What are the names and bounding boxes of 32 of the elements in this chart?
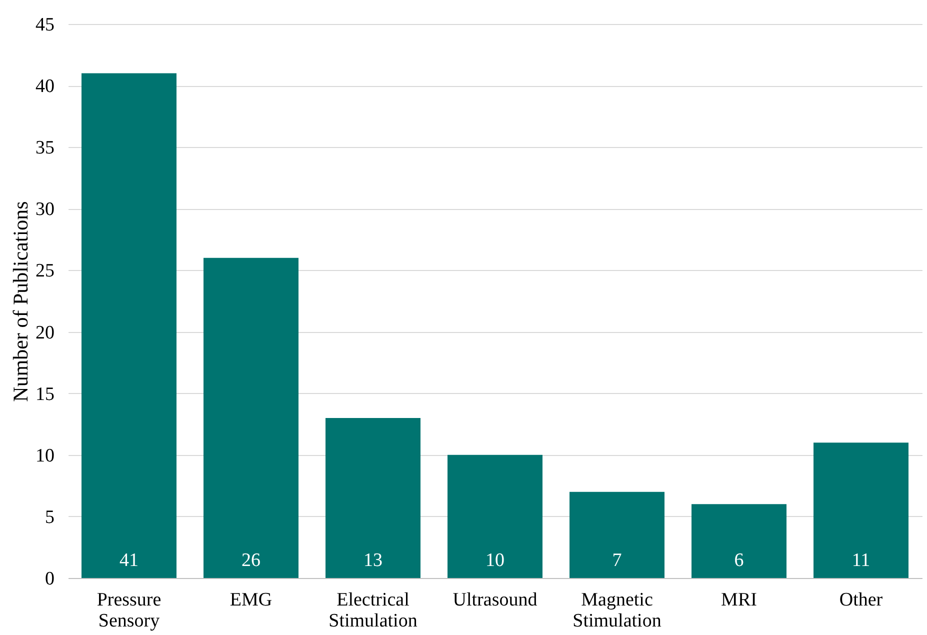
x-tick-label: Ultrasound bbox=[452, 590, 538, 610]
data-label: 13 bbox=[364, 550, 382, 571]
x-tick-label: Magnetic Stimulation bbox=[572, 590, 662, 632]
y-tick-label: 20 bbox=[36, 322, 54, 344]
bar bbox=[326, 418, 420, 578]
x-tick-label: MRI bbox=[721, 590, 757, 610]
data-label: 6 bbox=[734, 550, 744, 571]
bar bbox=[82, 73, 176, 578]
y-tick-label: 5 bbox=[45, 506, 54, 528]
y-tick-label: 35 bbox=[36, 138, 54, 159]
bar bbox=[204, 258, 298, 578]
y-tick-label: 40 bbox=[36, 76, 54, 98]
x-tick-label: Pressure Sensory bbox=[96, 590, 162, 632]
bar bbox=[692, 504, 786, 578]
y-tick-label: 30 bbox=[36, 199, 54, 220]
x-tick-label: Other bbox=[839, 590, 884, 610]
y-tick-label: 0 bbox=[45, 568, 54, 590]
data-label: 10 bbox=[486, 550, 504, 571]
y-tick-label: 25 bbox=[36, 260, 54, 282]
data-label: 7 bbox=[612, 550, 622, 571]
data-label: 41 bbox=[120, 550, 138, 571]
data-label: 11 bbox=[852, 550, 870, 571]
bar bbox=[570, 492, 664, 578]
data-label: 26 bbox=[242, 550, 260, 571]
x-tick-label: Electrical Stimulation bbox=[328, 590, 418, 632]
x-tick-label: EMG bbox=[230, 590, 272, 610]
y-axis-title: Number of Publications bbox=[8, 201, 32, 402]
y-tick-label: 15 bbox=[36, 384, 54, 405]
bar bbox=[814, 442, 908, 578]
y-tick-label: 10 bbox=[36, 445, 54, 466]
bar bbox=[448, 454, 542, 578]
y-tick-label: 45 bbox=[36, 14, 54, 36]
